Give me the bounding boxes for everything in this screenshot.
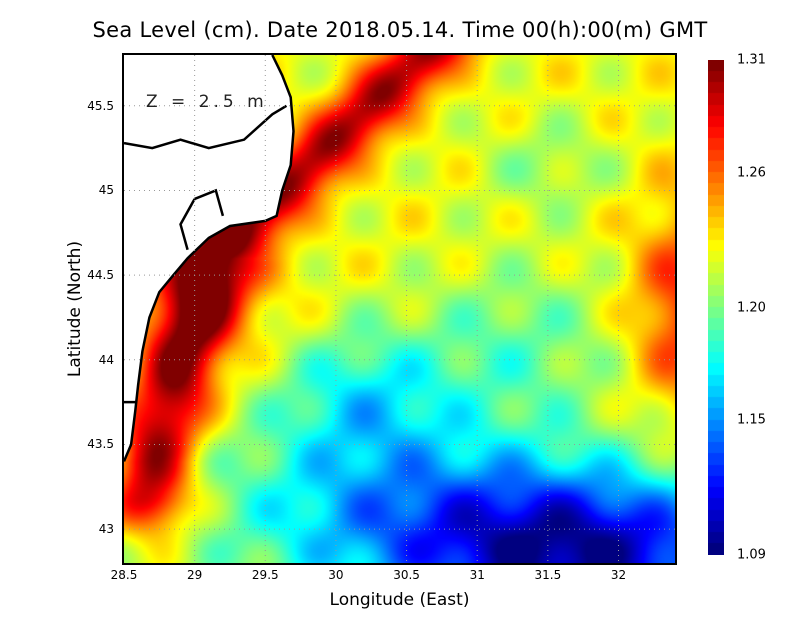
x-tick-label: 28.5 [110,568,138,582]
y-tick-label: 44.5 [87,268,114,283]
x-tick-label: 31 [469,568,485,582]
x-tick-label: 31.5 [534,568,562,582]
depth-label: Z = 2.5 m [146,92,268,112]
y-tick-label: 43 [98,522,114,537]
colorbar-tick-label: 1.20 [737,300,766,315]
x-axis-label: Longitude (East) [329,590,470,610]
colorbar-tick-label: 1.15 [737,412,766,428]
plot-frame [122,53,677,565]
land-mask [124,55,294,462]
x-tick-label: 29 [187,568,203,582]
y-tick-label: 43.5 [87,437,114,452]
y-tick-label: 45 [98,183,114,198]
y-tick-label: 45.5 [87,98,114,113]
colorbar [708,60,724,555]
x-tick-label: 30 [328,568,344,582]
figure-title: Sea Level (cm). Date 2018.05.14. Time 00… [92,18,708,42]
x-tick-label: 30.5 [393,568,420,582]
colorbar-tick-label: 1.31 [737,52,766,68]
y-tick-label: 44 [98,352,114,367]
colorbar-tick-label: 1.26 [737,165,766,180]
x-tick-label: 32 [610,568,627,582]
y-axis-label: Latitude (North) [65,240,85,378]
sea-level-map [124,55,675,563]
coastline [124,55,295,462]
x-tick-label: 29.5 [251,568,279,582]
map-overlay [124,55,675,563]
colorbar-tick-label: 1.09 [737,547,766,563]
